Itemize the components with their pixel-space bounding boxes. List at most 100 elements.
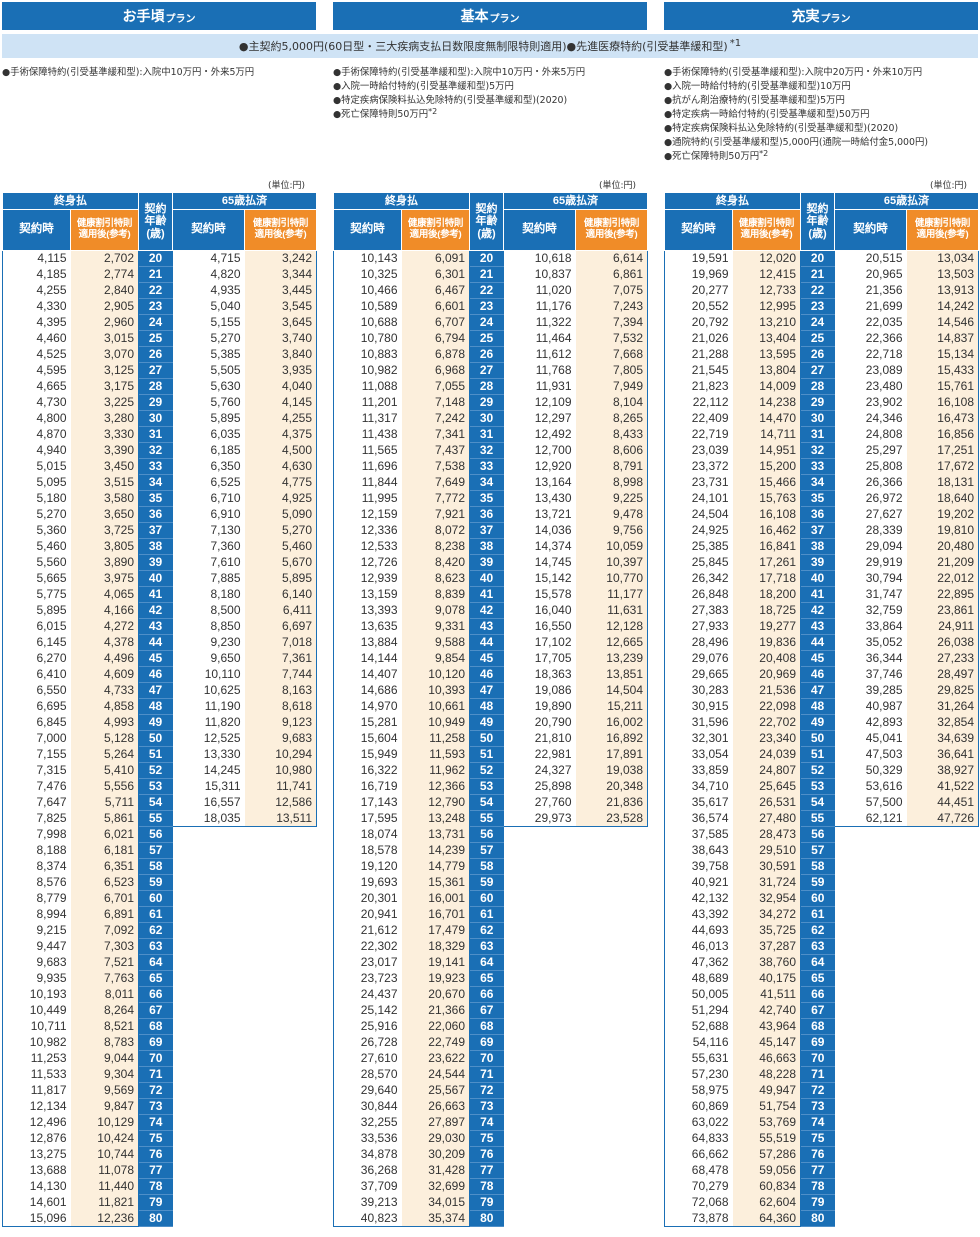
age-cell: 78 [800,1178,835,1195]
age-cell: 49 [138,714,173,731]
paid65-contract-premium: 13,330 [172,746,245,763]
age-cell: 48 [469,698,504,715]
empty-cell [576,1083,648,1099]
empty-cell [245,1035,317,1051]
lifetime-discount-premium: 35,725 [732,922,801,939]
age-cell: 74 [800,1114,835,1131]
paid65-contract-premium: 24,327 [503,762,576,779]
age-cell: 76 [800,1146,835,1163]
paid65-discount-premium: 7,744 [244,666,317,683]
rider-item: ●死亡保障特則50万円*2 [333,107,585,122]
paid65-discount-premium: 28,497 [906,666,979,683]
empty-cell [907,1003,979,1019]
lifetime-contract-premium: 39,213 [333,1194,402,1211]
age-cell: 65 [469,970,504,987]
age-cell: 45 [800,650,835,667]
table-row: 25,385 16,841 38 29,094 20,480 [664,538,979,555]
lifetime-contract-premium: 12,336 [333,522,402,539]
lifetime-discount-premium: 12,790 [401,794,470,811]
age-cell: 42 [469,602,504,619]
table-row: 30,844 26,663 73 [333,1098,648,1115]
lifetime-discount-premium: 17,718 [732,570,801,587]
age-cell: 76 [138,1146,173,1163]
table-row: 14,144 9,854 45 17,705 13,239 [333,650,648,667]
table-row: 6,145 4,378 44 9,230 7,018 [2,634,317,651]
paid65-discount-premium: 19,810 [906,522,979,539]
empty-cell [173,1163,245,1179]
lifetime-discount-premium: 6,301 [401,266,470,283]
lifetime-discount-premium: 45,147 [732,1034,801,1051]
paid65-discount-premium: 16,856 [906,426,979,443]
paid65-discount-premium: 5,270 [244,522,317,539]
paid65-contract-premium: 22,366 [834,330,907,347]
age-cell: 35 [469,490,504,507]
lifetime-contract-premium: 66,662 [664,1146,733,1163]
discount-header: 健康割引特則 適用後(参考) [732,209,801,251]
lifetime-contract-premium: 5,015 [2,458,71,475]
lifetime-discount-premium: 6,021 [70,826,139,843]
empty-cell [504,971,576,987]
empty-cell [245,907,317,923]
lifetime-discount-premium: 25,645 [732,778,801,795]
lifetime-contract-premium: 22,719 [664,426,733,443]
age-cell: 56 [469,826,504,843]
paid65-contract-premium: 45,041 [834,730,907,747]
rider-text: ●入院一時給付特約(引受基準緩和型)5万円 [333,81,514,92]
lifetime-discount-premium: 14,238 [732,394,801,411]
paid65-contract-premium: 11,190 [172,698,245,715]
paid65-discount-premium: 9,225 [575,490,648,507]
paid65-contract-premium: 17,705 [503,650,576,667]
lifetime-contract-premium: 4,525 [2,346,71,363]
lifetime-discount-premium: 8,521 [70,1018,139,1035]
lifetime-contract-premium: 33,859 [664,762,733,779]
paid65-discount-premium: 13,511 [244,810,317,827]
age-header: 契約 年齢 (歳) [800,192,835,251]
lifetime-contract-premium: 6,270 [2,650,71,667]
premium-table-0: 終身払 契約 年齢 (歳) 65歳払済 契約時 健康割引特則 適用後(参考) 契約時 健康割引特則… [2,192,317,1227]
paid65-contract-premium: 22,035 [834,314,907,331]
rider-text: ●特定疾病一時給付特約(引受基準緩和型)50万円 [664,109,870,120]
table-row: 4,395 2,960 24 5,155 3,645 [2,314,317,331]
lifetime-discount-premium: 13,731 [401,826,470,843]
paid65-discount-premium: 23,861 [906,602,979,619]
empty-cell [504,955,576,971]
paid65-discount-premium: 7,394 [575,314,648,331]
paid65-discount-premium: 4,040 [244,378,317,395]
paid65-discount-premium: 16,473 [906,410,979,427]
paid65-discount-premium: 8,791 [575,458,648,475]
age-cell: 40 [138,570,173,587]
rider-text: ●通院特約(引受基準緩和型)5,000円(通院一時給付金5,000円) [664,137,928,148]
lifetime-contract-premium: 33,054 [664,746,733,763]
empty-cell [173,1147,245,1163]
lifetime-contract-premium: 70,279 [664,1178,733,1195]
paid65-contract-premium: 13,430 [503,490,576,507]
lifetime-discount-premium: 27,897 [401,1114,470,1131]
age-cell: 63 [469,938,504,955]
empty-cell [504,907,576,923]
lifetime-discount-premium: 23,340 [732,730,801,747]
age-cell: 72 [800,1082,835,1099]
paid65-discount-premium: 17,672 [906,458,979,475]
table-row: 42,132 32,954 60 [664,890,979,907]
table-row: 68,478 59,056 77 [664,1162,979,1179]
table-row: 14,601 11,821 79 [2,1194,317,1211]
lifetime-discount-premium: 12,366 [401,778,470,795]
table-row: 20,277 12,733 22 21,356 13,913 [664,282,979,299]
lifetime-discount-premium: 15,466 [732,474,801,491]
age-cell: 21 [138,266,173,283]
lifetime-contract-premium: 35,617 [664,794,733,811]
empty-cell [576,859,648,875]
age-cell: 33 [138,458,173,475]
lifetime-contract-premium: 37,709 [333,1178,402,1195]
table-row: 10,780 6,794 25 11,464 7,532 [333,330,648,347]
table-row: 22,719 14,711 31 24,808 16,856 [664,426,979,443]
lifetime-contract-premium: 30,283 [664,682,733,699]
table-row: 25,142 21,366 67 [333,1002,648,1019]
paid65-group-header: 65歳払済 [834,192,979,210]
table-row: 12,134 9,847 73 [2,1098,317,1115]
lifetime-contract-premium: 4,730 [2,394,71,411]
age-cell: 34 [138,474,173,491]
rider-item: ●入院一時給付特約(引受基準緩和型)5万円 [333,80,585,94]
lifetime-contract-premium: 20,301 [333,890,402,907]
lifetime-discount-premium: 7,649 [401,474,470,491]
